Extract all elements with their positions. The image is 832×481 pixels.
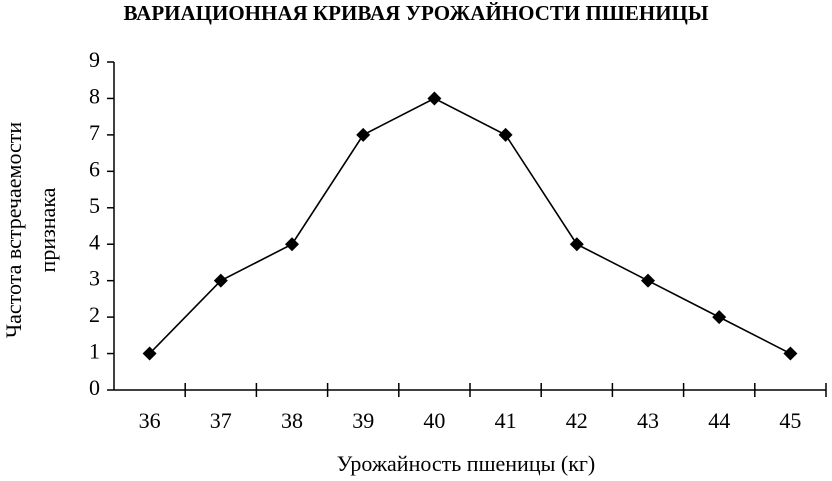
x-tick-label: 36 [139, 408, 161, 433]
y-axis-label: признака [35, 187, 60, 272]
y-tick-label: 8 [89, 83, 100, 108]
data-point [356, 127, 371, 142]
x-tick-label: 39 [352, 408, 374, 433]
data-point [783, 346, 798, 361]
x-tick-label: 42 [566, 408, 588, 433]
y-tick-label: 2 [89, 302, 100, 327]
y-tick-label: 3 [89, 266, 100, 291]
data-point [142, 346, 157, 361]
data-point [712, 310, 727, 325]
data-point [498, 127, 513, 142]
x-tick-label: 43 [637, 408, 659, 433]
x-tick-label: 45 [779, 408, 801, 433]
y-axis-label: Частота встречаемости [1, 122, 26, 339]
y-tick-label: 0 [89, 375, 100, 400]
y-tick-label: 9 [89, 47, 100, 72]
data-point [427, 91, 442, 106]
data-point [569, 237, 584, 252]
x-tick-label: 41 [495, 408, 517, 433]
x-axis-label: Урожайность пшеницы (кг) [337, 451, 596, 476]
data-point [285, 237, 299, 252]
x-tick-label: 40 [423, 408, 445, 433]
y-tick-label: 6 [89, 156, 100, 181]
y-tick-label: 7 [89, 120, 100, 145]
x-tick-label: 37 [210, 408, 232, 433]
y-tick-label: 1 [89, 339, 100, 364]
y-tick-label: 5 [89, 193, 100, 218]
chart-title: ВАРИАЦИОННАЯ КРИВАЯ УРОЖАЙНОСТИ ПШЕНИЦЫ [124, 1, 709, 25]
data-line [149, 97, 791, 355]
y-tick-label: 4 [89, 229, 100, 254]
data-point [213, 273, 228, 288]
data-point [641, 273, 655, 288]
x-tick-label: 38 [281, 408, 303, 433]
x-tick-label: 44 [708, 408, 730, 433]
